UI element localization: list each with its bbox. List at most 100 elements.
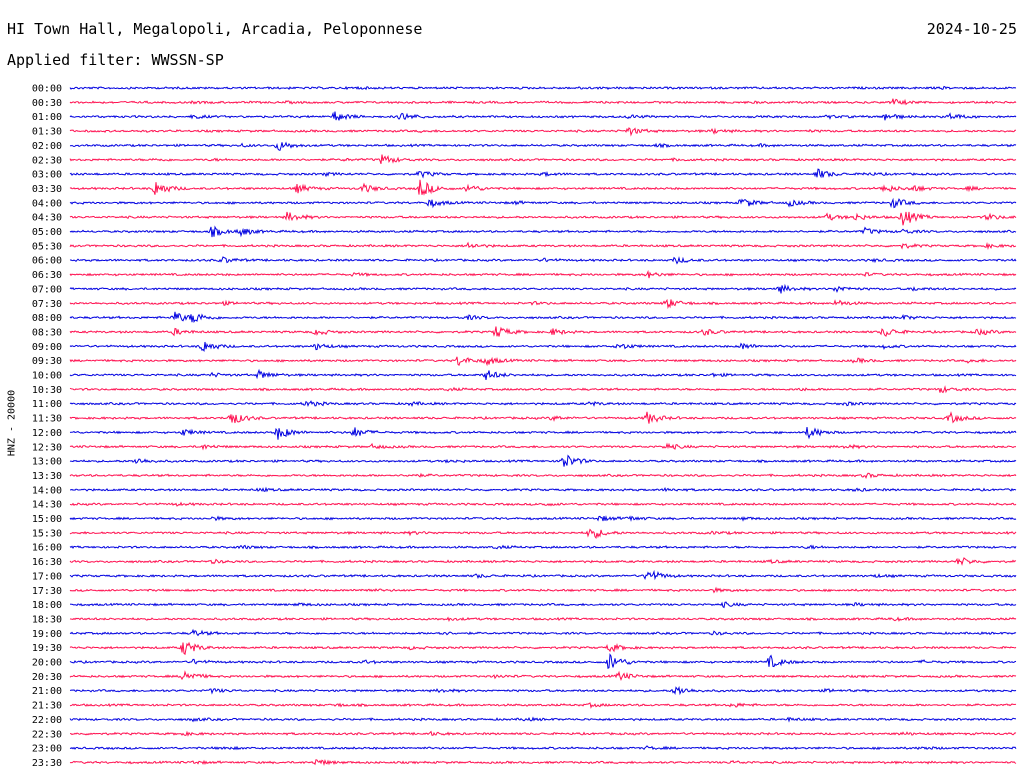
time-tick-label: 03:00 (32, 170, 62, 181)
time-tick-label: 17:00 (32, 571, 62, 582)
trace-row (69, 341, 1017, 352)
trace-row (69, 98, 1017, 106)
time-tick-label: 00:00 (32, 84, 62, 95)
time-tick-label: 19:30 (32, 643, 62, 654)
trace-row (69, 269, 1017, 279)
time-tick-label: 05:30 (32, 241, 62, 252)
time-tick-label: 14:00 (32, 485, 62, 496)
trace-row (70, 486, 1017, 493)
trace-row (69, 400, 1017, 408)
time-tick-label: 01:30 (32, 127, 62, 138)
trace-row (69, 454, 1017, 467)
station-title: HI Town Hall, Megalopoli, Arcadia, Pelop… (7, 20, 423, 38)
time-labels: 00:00 00:30 01:00 01:30 02:00 02:30 03:00 03:30… (32, 84, 62, 769)
trace-row (69, 326, 1017, 337)
time-tick-label: 02:30 (32, 155, 62, 166)
time-tick-label: 03:30 (32, 184, 62, 195)
trace-row (69, 641, 1017, 656)
time-tick-label: 08:30 (32, 327, 62, 338)
time-tick-label: 09:00 (32, 342, 62, 353)
time-tick-label: 23:30 (32, 758, 62, 769)
trace-row (69, 311, 1017, 324)
time-tick-label: 18:30 (32, 614, 62, 625)
time-tick-label: 10:30 (32, 385, 62, 396)
trace-row (69, 385, 1017, 394)
trace-row (69, 685, 1017, 696)
trace-row (69, 716, 1017, 723)
time-tick-label: 04:00 (32, 198, 62, 209)
time-tick-label: 09:30 (32, 356, 62, 367)
time-tick-label: 06:30 (32, 270, 62, 281)
time-tick-label: 13:30 (32, 471, 62, 482)
trace-row (69, 225, 1017, 238)
filter-label: Applied filter: WWSSN-SP (7, 51, 224, 69)
trace-row (69, 356, 1017, 367)
time-tick-label: 22:00 (32, 715, 62, 726)
time-tick-label: 16:00 (32, 543, 62, 554)
trace-row (69, 127, 1016, 137)
time-tick-label: 11:00 (32, 399, 62, 410)
time-tick-label: 07:00 (32, 284, 62, 295)
time-tick-label: 10:00 (32, 371, 62, 382)
time-tick-label: 12:30 (32, 442, 62, 453)
trace-row (69, 628, 1017, 637)
trace-row (69, 179, 1017, 196)
time-tick-label: 23:00 (32, 744, 62, 755)
trace-row (69, 515, 1017, 522)
time-tick-label: 15:30 (32, 528, 62, 539)
trace-row (69, 586, 1017, 594)
trace-row (69, 411, 1017, 424)
time-tick-label: 13:00 (32, 457, 62, 468)
time-tick-label: 15:00 (32, 514, 62, 525)
time-tick-label: 21:00 (32, 686, 62, 697)
time-tick-label: 18:00 (32, 600, 62, 611)
trace-row (69, 141, 1017, 151)
trace-row (69, 85, 1017, 91)
trace-row (69, 168, 1017, 179)
trace-row (69, 670, 1017, 682)
record-date: 2024-10-25 (926, 20, 1017, 38)
trace-row (69, 154, 1017, 164)
trace-row (69, 759, 1017, 766)
time-tick-label: 20:00 (32, 658, 62, 669)
trace-row (69, 544, 1017, 550)
time-tick-label: 17:30 (32, 586, 62, 597)
time-tick-label: 11:30 (32, 414, 62, 425)
trace-row (69, 298, 1017, 310)
trace-row (69, 368, 1017, 380)
time-tick-label: 19:00 (32, 629, 62, 640)
time-tick-label: 05:00 (32, 227, 62, 238)
time-tick-label: 07:30 (32, 299, 62, 310)
trace-row (69, 111, 1017, 121)
trace-row (69, 283, 1017, 294)
trace-row (69, 601, 1017, 609)
trace-row (69, 211, 1017, 226)
time-tick-label: 00:30 (32, 98, 62, 109)
time-tick-label: 08:00 (32, 313, 62, 324)
time-tick-label: 21:30 (32, 701, 62, 712)
trace-row (69, 427, 1017, 440)
trace-row (69, 528, 1017, 540)
time-tick-label: 12:00 (32, 428, 62, 439)
trace-row (69, 616, 1017, 622)
trace-row (69, 472, 1017, 479)
seismic-traces (69, 85, 1017, 766)
trace-row (69, 442, 1017, 451)
time-tick-label: 01:00 (32, 112, 62, 123)
time-tick-label: 20:30 (32, 672, 62, 683)
trace-row (69, 241, 1017, 250)
trace-row (69, 197, 1017, 209)
time-tick-label: 22:30 (32, 729, 62, 740)
time-tick-label: 16:30 (32, 557, 62, 568)
trace-row (69, 745, 1017, 751)
trace-row (69, 569, 1017, 581)
trace-row (70, 730, 1017, 737)
trace-row (69, 256, 1017, 265)
time-tick-label: 14:30 (32, 500, 62, 511)
time-tick-label: 06:00 (32, 256, 62, 267)
time-tick-label: 04:30 (32, 213, 62, 224)
trace-row (69, 653, 1017, 669)
trace-row (69, 501, 1017, 507)
trace-row (69, 557, 1017, 566)
